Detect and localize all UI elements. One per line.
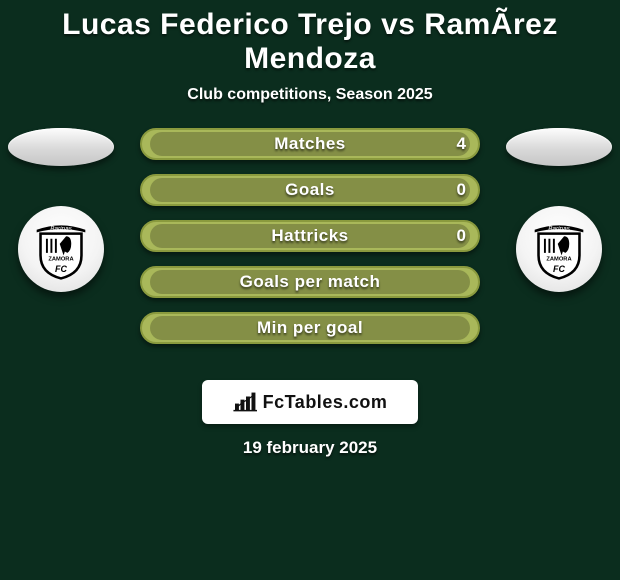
shield-icon: Barinas ZAMORA FC xyxy=(527,217,591,281)
generated-date: 19 february 2025 xyxy=(0,438,620,458)
player-right-column: Barinas ZAMORA FC xyxy=(504,128,614,292)
badge-banner-text: Barinas xyxy=(548,225,570,232)
badge-footer-text: FC xyxy=(553,264,565,274)
page-subtitle: Club competitions, Season 2025 xyxy=(0,86,620,104)
stat-bar-right-value: 0 xyxy=(457,220,466,252)
watermark-text: FcTables.com xyxy=(263,392,388,413)
player-right-name-oval xyxy=(506,128,612,166)
page-title: Lucas Federico Trejo vs RamÃ­rez Mendoza xyxy=(0,0,620,80)
stat-bar-right-value: 0 xyxy=(457,174,466,206)
bar-chart-icon xyxy=(233,391,259,413)
shield-icon: Barinas ZAMORA FC xyxy=(29,217,93,281)
stat-bar: Goals per match xyxy=(140,266,480,298)
stat-bar: Min per goal xyxy=(140,312,480,344)
player-left-column: Barinas ZAMORA FC xyxy=(6,128,116,292)
comparison-arena: Barinas ZAMORA FC Barinas xyxy=(0,128,620,358)
player-left-name-oval xyxy=(8,128,114,166)
badge-footer-text: FC xyxy=(55,264,67,274)
player-right-club-badge: Barinas ZAMORA FC xyxy=(516,206,602,292)
stat-bar: Goals0 xyxy=(140,174,480,206)
stat-bar-label: Hattricks xyxy=(140,220,480,252)
stat-bar-label: Goals xyxy=(140,174,480,206)
badge-shield-text: ZAMORA xyxy=(546,257,571,263)
stat-bar-label: Goals per match xyxy=(140,266,480,298)
infographic-root: Lucas Federico Trejo vs RamÃ­rez Mendoza… xyxy=(0,0,620,458)
stat-bar-right-value: 4 xyxy=(457,128,466,160)
badge-shield-text: ZAMORA xyxy=(48,257,73,263)
badge-banner-text: Barinas xyxy=(50,225,72,232)
player-left-club-badge: Barinas ZAMORA FC xyxy=(18,206,104,292)
stat-bar-label: Min per goal xyxy=(140,312,480,344)
stat-bar-label: Matches xyxy=(140,128,480,160)
stat-bar: Matches4 xyxy=(140,128,480,160)
stat-bar: Hattricks0 xyxy=(140,220,480,252)
stat-bars: Matches4Goals0Hattricks0Goals per matchM… xyxy=(140,128,480,344)
watermark: FcTables.com xyxy=(202,380,418,424)
